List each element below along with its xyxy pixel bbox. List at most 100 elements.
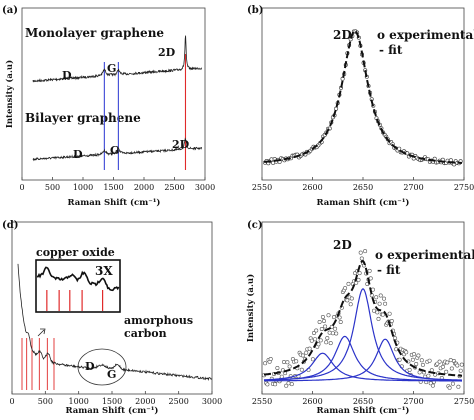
- panel-a-xlabel: Raman Shift (cm⁻¹): [68, 197, 161, 208]
- tick-label: 500: [45, 183, 60, 192]
- data-point: [447, 385, 452, 390]
- panel-a-series-1-line: [32, 35, 203, 83]
- tick-label: 2550: [252, 397, 272, 406]
- data-point: [404, 350, 409, 355]
- data-point: [333, 326, 338, 331]
- panel-c-legend-fit: - fit: [377, 263, 401, 277]
- panel-a-mono-2d-label: 2D: [158, 46, 176, 59]
- panel-c-ticks: 2550 2600 2650 2700 2750: [252, 391, 474, 406]
- panel-d-inset-frame: [35, 259, 121, 313]
- data-point: [359, 256, 364, 261]
- panel-d-dg-circle: [77, 348, 127, 386]
- data-point: [317, 319, 322, 324]
- data-point: [268, 356, 273, 361]
- data-point: [456, 384, 461, 389]
- data-point: [407, 367, 412, 372]
- panel-a-mono-d-label: D: [62, 69, 72, 82]
- data-point: [374, 295, 379, 300]
- panel-a-bi-g-label: G: [110, 144, 119, 157]
- panel-a-series-2-line: [32, 137, 203, 162]
- tick-label: 2750: [454, 397, 474, 406]
- data-point: [375, 310, 380, 315]
- panel-a-series-2-name: Bilayer graphene: [25, 111, 141, 125]
- data-point: [449, 366, 454, 371]
- data-point: [273, 382, 278, 387]
- tick-label: 2600: [302, 397, 322, 406]
- data-point: [426, 373, 431, 378]
- data-point: [334, 331, 339, 336]
- panel-c-xlabel: Raman Shift (cm⁻¹): [317, 405, 410, 416]
- data-point: [338, 319, 343, 324]
- data-point: [376, 316, 381, 321]
- data-point: [455, 363, 460, 368]
- panel-d-inset-title: copper oxide: [36, 246, 115, 259]
- panel-a-series-1-name: Monolayer graphene: [25, 26, 164, 40]
- data-point: [358, 250, 363, 255]
- component-curve: [263, 288, 463, 381]
- data-point: [356, 277, 361, 282]
- data-point: [383, 301, 388, 306]
- data-point: [326, 313, 331, 318]
- data-point: [284, 383, 289, 388]
- panel-c-title: 2D: [333, 238, 352, 252]
- data-point: [304, 350, 309, 355]
- component-curve: [263, 338, 462, 382]
- data-point: [349, 296, 354, 301]
- panel-d-region-label-line1: amorphous: [124, 314, 193, 327]
- data-point: [316, 342, 321, 347]
- panel-a: (a) Intensity (a.u) Monolayer graphene B…: [2, 5, 215, 208]
- tick-label: 1500: [102, 397, 122, 406]
- panel-b-xlabel: Raman Shift (cm⁻¹): [317, 197, 410, 208]
- data-point: [310, 357, 315, 362]
- data-point: [345, 298, 350, 303]
- data-point: [381, 296, 386, 301]
- tick-label: 2550: [252, 183, 272, 192]
- data-point: [417, 370, 422, 375]
- panel-d-arrow-head: [40, 328, 46, 335]
- data-point: [331, 315, 336, 320]
- panel-b-label: (b): [247, 5, 263, 16]
- data-point: [286, 381, 291, 386]
- data-point: [397, 357, 402, 362]
- data-point: [299, 367, 304, 372]
- panel-d: (d) copper oxide 3X amorphous carbon D G…: [2, 220, 222, 416]
- data-point: [281, 359, 286, 364]
- tick-label: 2500: [168, 397, 188, 406]
- panel-d-spectrum-line: [17, 263, 212, 381]
- data-point: [389, 318, 394, 323]
- tick-label: 0: [9, 397, 14, 406]
- panel-d-ticks: 0 500 1000 1500 2000 2500 3000: [9, 391, 222, 406]
- data-point: [368, 276, 373, 281]
- data-point: [327, 330, 332, 335]
- panel-d-label: (d): [2, 220, 18, 231]
- panel-b-ticks: 2550 2600 2650 2700 2750: [252, 177, 474, 192]
- panel-c-components: [263, 288, 463, 382]
- data-point: [319, 326, 324, 331]
- panel-d-inset-line: [36, 266, 120, 292]
- panel-c-legend-exp: o experimental: [375, 248, 474, 262]
- data-point: [311, 330, 316, 335]
- data-point: [324, 340, 329, 345]
- data-point: [448, 358, 453, 363]
- panel-c-ylabel: Intensity (a.u): [245, 274, 256, 342]
- panel-b: (b) 2D o experimental - fit 2550 2600 2650…: [247, 5, 474, 208]
- data-point: [328, 341, 333, 346]
- data-point: [459, 362, 464, 367]
- data-point: [325, 336, 330, 341]
- data-point: [265, 382, 270, 387]
- data-point: [309, 338, 314, 343]
- data-point: [411, 352, 416, 357]
- data-point: [263, 361, 268, 366]
- data-point: [410, 357, 415, 362]
- tick-label: 0: [19, 183, 24, 192]
- panel-b-title: 2D: [333, 28, 352, 42]
- panel-b-legend-fit: - fit: [379, 43, 403, 57]
- tick-label: 3000: [195, 183, 215, 192]
- tick-label: 1500: [103, 183, 123, 192]
- data-point: [318, 338, 323, 343]
- tick-label: 1000: [68, 397, 88, 406]
- tick-label: 2700: [403, 397, 423, 406]
- panel-a-ticks: 0 500 1000 1500 2000 2500 3000: [19, 177, 215, 192]
- panel-c-experimental-points: [261, 249, 464, 390]
